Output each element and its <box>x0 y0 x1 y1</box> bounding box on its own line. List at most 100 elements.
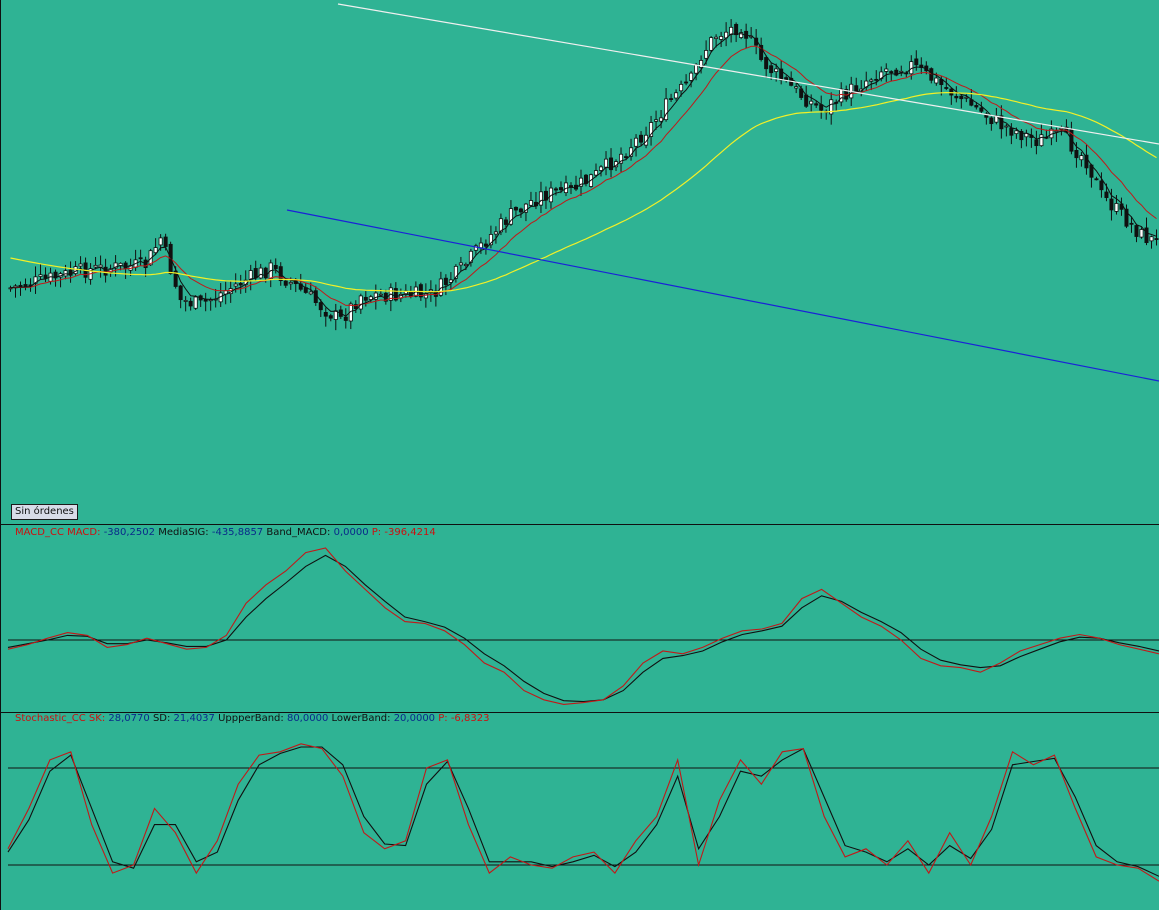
candle-body <box>684 81 689 84</box>
candle <box>679 80 684 97</box>
candle <box>759 37 764 62</box>
orders-status-button[interactable]: Sin órdenes <box>11 504 78 520</box>
candle-body <box>954 95 959 99</box>
candle <box>1109 188 1114 221</box>
candle-body <box>308 291 313 295</box>
candle-body <box>914 58 919 66</box>
candle-body <box>999 115 1004 130</box>
candle-body <box>248 270 253 280</box>
candle <box>824 109 829 120</box>
candle <box>483 239 488 255</box>
candle-body <box>123 262 128 269</box>
candle <box>704 40 709 65</box>
candle-body <box>1104 191 1109 199</box>
candle <box>744 23 749 49</box>
candle <box>784 75 789 83</box>
candle-body <box>854 85 859 92</box>
candle-body <box>378 293 383 296</box>
sd-label: SD: <box>152 713 171 724</box>
candle <box>138 249 143 266</box>
candle-body <box>784 77 789 81</box>
candle-body <box>699 60 704 68</box>
candle-body <box>193 296 198 309</box>
candle <box>68 261 73 283</box>
candle-body <box>288 282 293 285</box>
candle-body <box>393 288 398 301</box>
candle-body <box>1004 125 1009 128</box>
candle-body <box>423 293 428 299</box>
candle <box>123 261 128 279</box>
candle-body <box>358 295 363 310</box>
candle-body <box>644 134 649 146</box>
candle <box>1079 152 1084 167</box>
candle-body <box>93 264 98 268</box>
macd-value: -380,2502 <box>103 527 156 538</box>
candle-body <box>113 262 118 269</box>
candle <box>143 256 148 277</box>
candle <box>1084 144 1089 175</box>
candle-body <box>453 265 458 279</box>
candle <box>298 273 303 292</box>
candle-body <box>634 137 639 147</box>
candle <box>1024 129 1029 147</box>
lower-trendline <box>286 209 1159 382</box>
stoch-p-label: P: <box>438 713 448 724</box>
candle-body <box>949 88 954 96</box>
candle-body <box>839 88 844 103</box>
candle-body <box>138 257 143 260</box>
candle-body <box>654 119 659 122</box>
macd-legend: MACD_CC MACD: -380,2502 MediaSIG: -435,8… <box>15 527 436 539</box>
candle-body <box>183 300 188 302</box>
stoch-p-value: -6,8323 <box>450 713 490 724</box>
candle-body <box>1114 203 1119 212</box>
candle <box>584 174 589 187</box>
candle <box>804 85 809 108</box>
candle-body <box>974 105 979 108</box>
candle <box>674 89 679 101</box>
candle-body <box>328 315 333 319</box>
candle <box>153 238 158 256</box>
candle <box>333 303 338 331</box>
candle <box>108 264 113 277</box>
candle-body <box>809 100 814 105</box>
candle <box>689 71 694 88</box>
candle-body <box>1059 127 1064 130</box>
candle <box>53 269 58 287</box>
signal-label: MediaSIG: <box>158 527 209 538</box>
candle <box>604 151 609 176</box>
candle-body <box>814 103 819 106</box>
stoch-main-line <box>7 743 1159 882</box>
macd-main-line <box>7 547 1159 705</box>
candle-body <box>944 87 949 89</box>
candle <box>518 207 523 218</box>
candle-body <box>1109 198 1114 211</box>
candle-body <box>503 219 508 225</box>
candle <box>543 186 548 209</box>
candle <box>43 267 48 283</box>
candle-body <box>759 44 764 60</box>
candle <box>819 95 824 119</box>
candle <box>563 175 568 197</box>
macd-panel <box>7 547 1159 705</box>
candle-body <box>674 92 679 99</box>
candle-body <box>1099 180 1104 191</box>
candle <box>268 259 273 288</box>
candle <box>769 62 774 80</box>
candle-body <box>734 23 739 36</box>
candle <box>248 264 253 291</box>
candle <box>1119 197 1124 216</box>
lower-band-value: 20,0000 <box>393 713 436 724</box>
candle <box>834 99 839 112</box>
candle-body <box>523 203 528 213</box>
candle <box>1034 130 1039 155</box>
macd-p-label: P: <box>371 527 382 538</box>
candle <box>959 94 964 109</box>
candle-body <box>473 245 478 251</box>
candle <box>719 31 724 48</box>
candle <box>558 181 563 194</box>
candle-body <box>68 269 73 276</box>
candle-body <box>689 72 694 81</box>
candle-body <box>163 236 168 247</box>
